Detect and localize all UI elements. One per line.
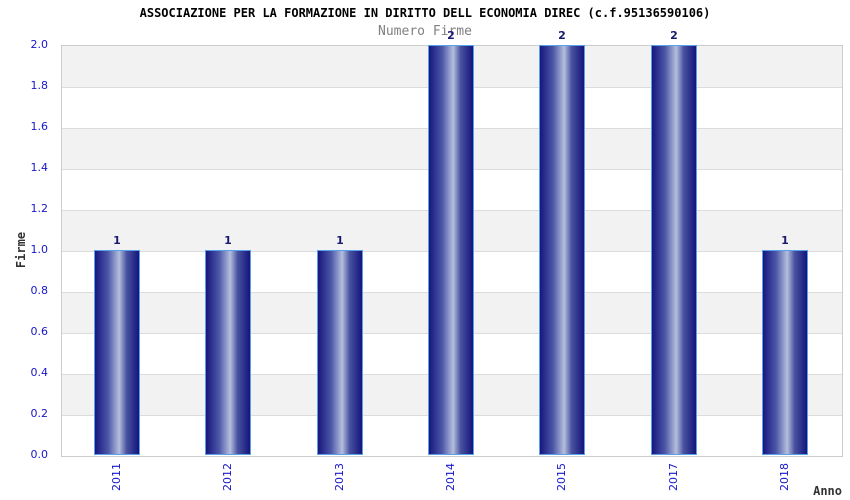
y-tick-label: 1.0: [30, 243, 49, 256]
y-tick-label: 0.0: [30, 448, 49, 461]
y-tick-label: 0.2: [30, 407, 49, 420]
x-tick-label: 2013: [333, 463, 346, 491]
bar-value-label: 1: [781, 234, 789, 247]
chart-subtitle: Numero Firme: [378, 24, 472, 39]
bar-2012: [205, 250, 251, 455]
y-tick-label: 0.8: [30, 284, 49, 297]
bar-2011: [94, 250, 140, 455]
y-tick-label: 0.6: [30, 325, 49, 338]
x-tick-label: 2014: [444, 463, 457, 491]
bar-value-label: 2: [558, 29, 566, 42]
bar-value-label: 1: [113, 234, 121, 247]
y-tick-label: 1.4: [30, 161, 49, 174]
y-tick-label: 1.8: [30, 79, 49, 92]
bar-value-label: 2: [670, 29, 678, 42]
bar-value-label: 1: [336, 234, 344, 247]
y-axis-title: Firme: [14, 231, 28, 269]
y-tick-label: 1.2: [30, 202, 49, 215]
chart-title: ASSOCIAZIONE PER LA FORMAZIONE IN DIRITT…: [139, 6, 711, 20]
bar-2014: [428, 45, 474, 455]
x-tick-label: 2012: [221, 463, 234, 491]
x-tick-label: 2018: [778, 463, 791, 491]
y-tick-label: 0.4: [30, 366, 49, 379]
bar-value-label: 1: [224, 234, 232, 247]
bar-2018: [762, 250, 808, 455]
x-tick-label: 2017: [667, 463, 680, 491]
bar-2015: [539, 45, 585, 455]
bar-2013: [317, 250, 363, 455]
bar-value-label: 2: [447, 29, 455, 42]
x-axis-title: Anno: [813, 484, 842, 498]
y-tick-label: 1.6: [30, 120, 49, 133]
x-tick-label: 2015: [555, 463, 568, 491]
x-tick-label: 2011: [110, 463, 123, 491]
bar-2017: [651, 45, 697, 455]
y-tick-label: 2.0: [30, 38, 49, 51]
